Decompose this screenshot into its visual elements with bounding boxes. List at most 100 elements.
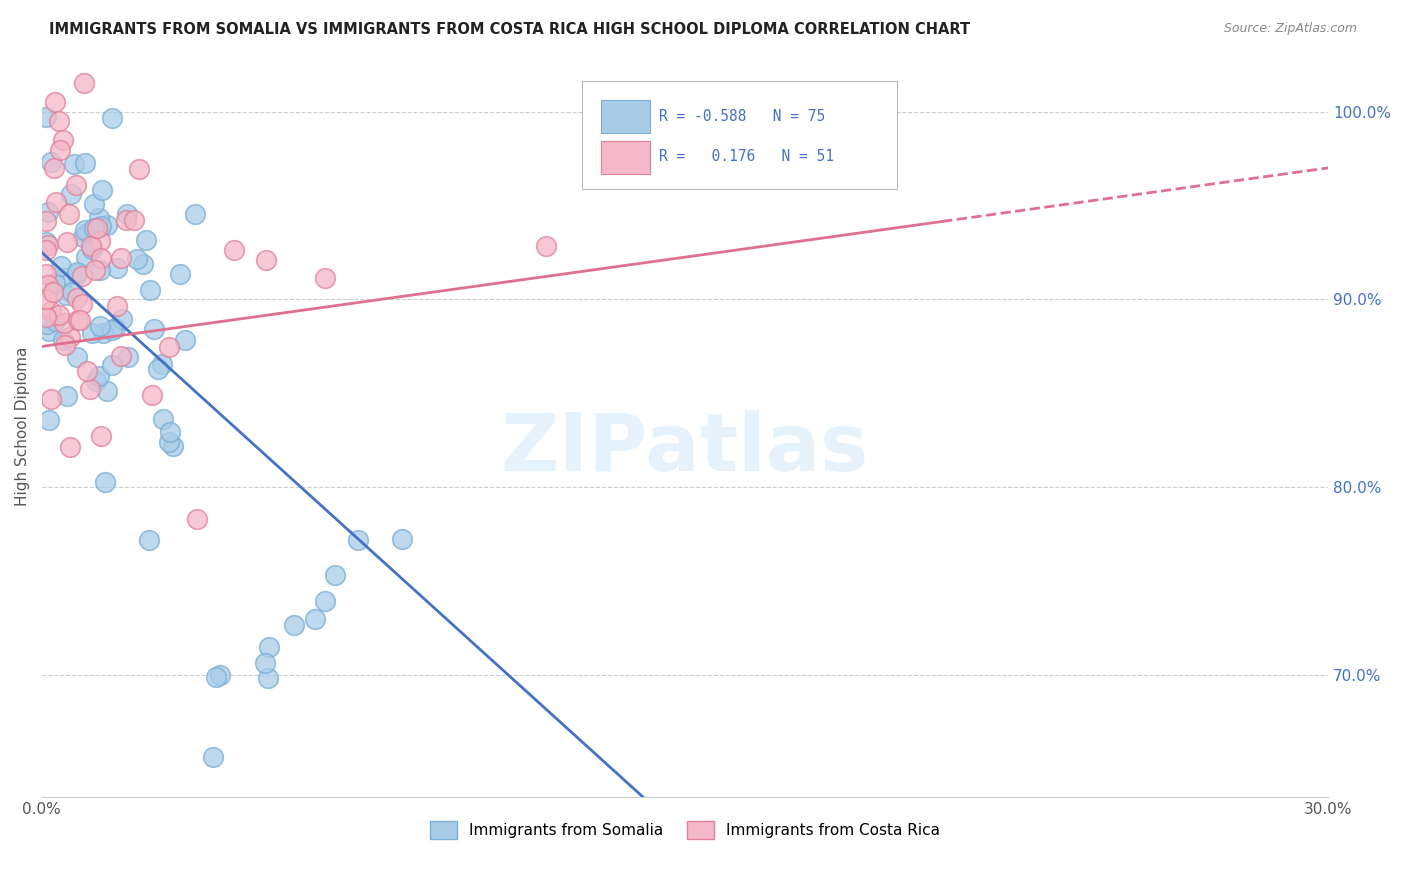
Point bbox=[162, 439, 184, 453]
FancyBboxPatch shape bbox=[602, 141, 650, 174]
Point bbox=[86, 220, 108, 235]
Point bbox=[138, 533, 160, 547]
Point bbox=[115, 207, 138, 221]
Point bbox=[89, 318, 111, 333]
Point bbox=[105, 261, 128, 276]
Point bbox=[254, 656, 277, 670]
Point bbox=[80, 326, 103, 341]
Point bbox=[105, 299, 128, 313]
Point bbox=[91, 326, 114, 340]
Point bbox=[100, 359, 122, 373]
Point bbox=[44, 314, 66, 328]
Point bbox=[37, 238, 59, 252]
Point bbox=[90, 429, 112, 443]
Point bbox=[35, 310, 58, 325]
Point bbox=[66, 350, 89, 364]
Point bbox=[83, 196, 105, 211]
Point bbox=[60, 285, 83, 299]
Point bbox=[159, 425, 181, 440]
Point bbox=[76, 364, 98, 378]
Point bbox=[128, 162, 150, 177]
Point bbox=[314, 271, 336, 285]
Point bbox=[141, 387, 163, 401]
Point bbox=[90, 251, 112, 265]
Point bbox=[314, 594, 336, 608]
Point bbox=[66, 291, 89, 305]
Legend: Immigrants from Somalia, Immigrants from Costa Rica: Immigrants from Somalia, Immigrants from… bbox=[423, 814, 946, 846]
Point bbox=[49, 259, 72, 273]
Point bbox=[35, 110, 58, 124]
Point bbox=[157, 340, 180, 354]
Text: R = -0.588   N = 75: R = -0.588 N = 75 bbox=[659, 109, 825, 123]
Point bbox=[100, 111, 122, 125]
Point bbox=[35, 317, 58, 331]
Point bbox=[55, 287, 77, 301]
Point bbox=[323, 568, 346, 582]
Point bbox=[45, 195, 67, 210]
FancyBboxPatch shape bbox=[602, 100, 650, 133]
Point bbox=[96, 218, 118, 232]
Point bbox=[48, 114, 70, 128]
Point bbox=[70, 296, 93, 310]
Point bbox=[55, 338, 77, 352]
Point bbox=[35, 292, 58, 306]
Point bbox=[52, 333, 75, 347]
Point bbox=[117, 351, 139, 365]
Point bbox=[38, 413, 60, 427]
Point bbox=[173, 334, 195, 348]
Point bbox=[304, 612, 326, 626]
Point bbox=[89, 234, 111, 248]
Point bbox=[48, 308, 70, 322]
Point bbox=[66, 267, 89, 281]
Point bbox=[39, 155, 62, 169]
Text: IMMIGRANTS FROM SOMALIA VS IMMIGRANTS FROM COSTA RICA HIGH SCHOOL DIPLOMA CORREL: IMMIGRANTS FROM SOMALIA VS IMMIGRANTS FR… bbox=[49, 22, 970, 37]
Point bbox=[391, 532, 413, 546]
Point bbox=[75, 250, 97, 264]
Point bbox=[38, 324, 60, 338]
Point bbox=[53, 271, 76, 285]
Point bbox=[35, 267, 58, 281]
Point bbox=[110, 350, 132, 364]
Point bbox=[44, 95, 66, 109]
Point bbox=[82, 242, 104, 256]
Point bbox=[148, 362, 170, 376]
Point bbox=[89, 262, 111, 277]
Point bbox=[55, 235, 77, 250]
Point bbox=[132, 257, 155, 271]
Point bbox=[79, 382, 101, 396]
Point bbox=[39, 303, 62, 318]
FancyBboxPatch shape bbox=[582, 81, 897, 189]
Point bbox=[283, 618, 305, 632]
Point bbox=[52, 133, 75, 147]
Point bbox=[202, 749, 225, 764]
Point bbox=[42, 285, 65, 300]
Point bbox=[75, 222, 97, 236]
Point bbox=[56, 389, 79, 403]
Point bbox=[73, 156, 96, 170]
Point bbox=[35, 235, 58, 250]
Point bbox=[257, 671, 280, 685]
Text: ZIPatlas: ZIPatlas bbox=[501, 409, 869, 488]
Point bbox=[87, 368, 110, 383]
Point bbox=[101, 323, 124, 337]
Point bbox=[90, 219, 112, 233]
Point bbox=[65, 178, 87, 192]
Point bbox=[115, 213, 138, 227]
Point bbox=[135, 233, 157, 247]
Point bbox=[139, 283, 162, 297]
Point bbox=[44, 276, 66, 290]
Point bbox=[60, 186, 83, 201]
Point bbox=[59, 330, 82, 344]
Point bbox=[204, 670, 226, 684]
Point bbox=[37, 205, 59, 219]
Point bbox=[208, 668, 231, 682]
Y-axis label: High School Diploma: High School Diploma bbox=[15, 347, 30, 506]
Point bbox=[84, 263, 107, 277]
Point bbox=[91, 183, 114, 197]
Point bbox=[66, 265, 89, 279]
Point bbox=[347, 533, 370, 548]
Point bbox=[69, 312, 91, 326]
Point bbox=[122, 213, 145, 227]
Point bbox=[157, 434, 180, 449]
Point bbox=[152, 412, 174, 426]
